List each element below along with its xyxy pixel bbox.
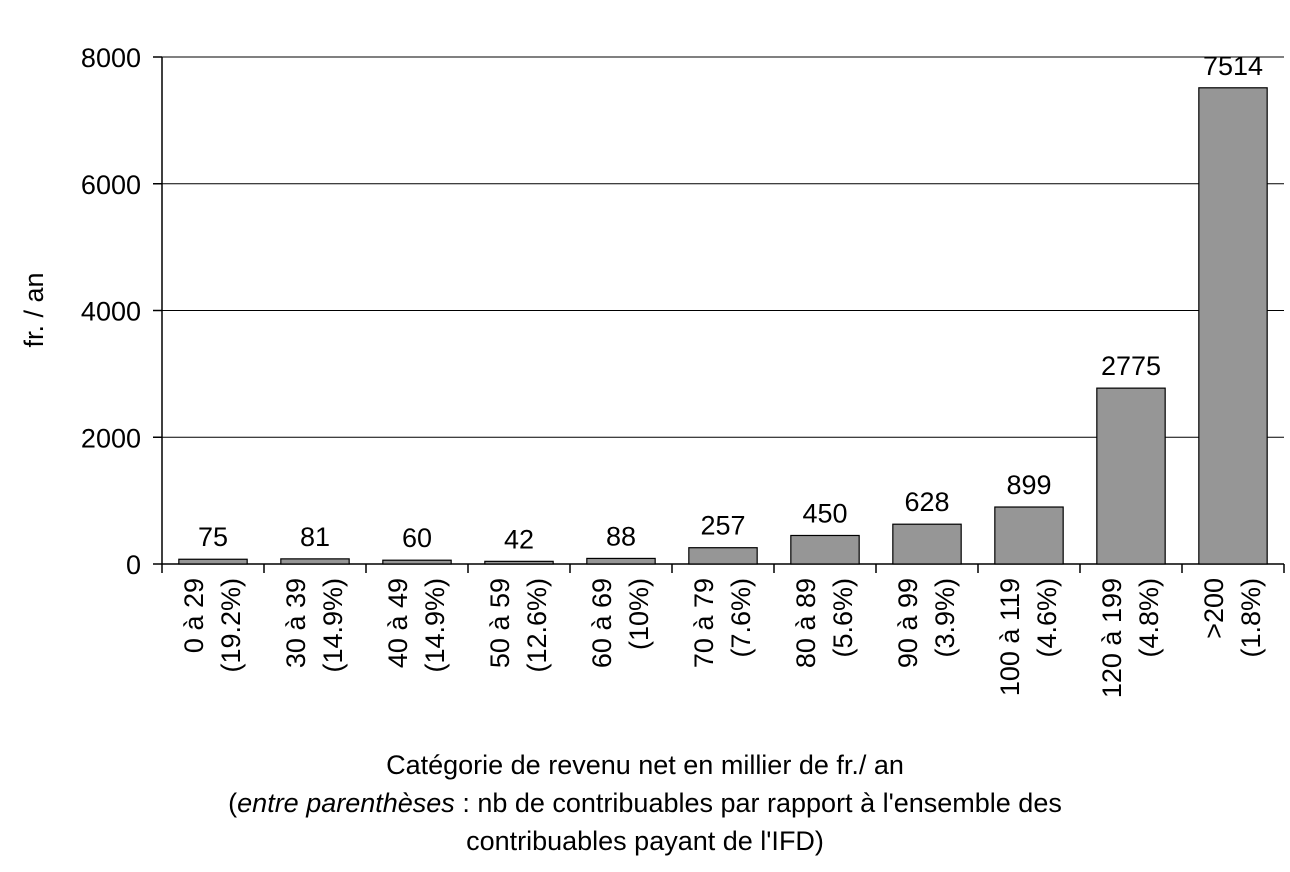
x-tick-label-share: (5.6%) [828, 578, 858, 658]
x-tick-label-share: (7.6%) [726, 578, 756, 658]
x-axis-title-rest: : nb de contribuables par rapport à l'en… [454, 788, 1062, 818]
x-tick-label: 0 à 29 [179, 578, 209, 653]
x-tick-label-share: (12.6%) [522, 578, 552, 673]
data-label: 81 [300, 522, 330, 552]
x-axis-title-line-3: contribuables payant de l'IFD) [466, 826, 824, 856]
x-tick-label-share: (10%) [624, 578, 654, 650]
x-axis-title: Catégorie de revenu net en millier de fr… [0, 746, 1290, 860]
x-axis-title-line-2: (entre parenthèses : nb de contribuables… [0, 784, 1290, 822]
x-tick-label-share: (14.9%) [420, 578, 450, 673]
data-label: 899 [1006, 470, 1051, 500]
bar [1198, 87, 1268, 565]
x-tick-label-share: (4.6%) [1032, 578, 1062, 658]
data-label: 257 [700, 511, 745, 541]
x-axis-title-line-1: Catégorie de revenu net en millier de fr… [386, 750, 904, 780]
y-tick-label: 0 [126, 550, 141, 580]
x-tick-label: 80 à 89 [791, 578, 821, 668]
y-tick-label: 8000 [81, 43, 141, 73]
x-tick-label-share: (14.9%) [318, 578, 348, 673]
x-tick-label: 120 à 199 [1097, 578, 1127, 698]
data-label: 450 [802, 498, 847, 528]
bar [1096, 387, 1166, 565]
y-tick-label: 6000 [81, 170, 141, 200]
x-tick-label-share: (19.2%) [216, 578, 246, 673]
bar [280, 558, 350, 565]
x-tick-label: 70 à 79 [689, 578, 719, 668]
bar [178, 558, 248, 565]
x-tick-label: 40 à 49 [383, 578, 413, 668]
x-tick-label: 30 à 39 [281, 578, 311, 668]
y-axis-title: fr. / an [19, 272, 49, 347]
x-tick-label-share: (4.8%) [1134, 578, 1164, 658]
data-label: 75 [198, 522, 228, 552]
bar [790, 534, 860, 565]
x-tick-label-share: (1.8%) [1236, 578, 1266, 658]
bar [586, 557, 656, 565]
bar [484, 560, 554, 565]
bar [382, 559, 452, 565]
x-tick-label: 60 à 69 [587, 578, 617, 668]
y-tick-label: 2000 [81, 423, 141, 453]
x-tick-label: 50 à 59 [485, 578, 515, 668]
x-tick-label: 100 à 119 [995, 578, 1025, 696]
data-label: 42 [504, 524, 534, 554]
data-label: 60 [402, 523, 432, 553]
data-label: 88 [606, 521, 636, 551]
x-tick-label: 90 à 99 [893, 578, 923, 668]
bar [892, 523, 962, 565]
x-axis-title-italic: entre parenthèses [237, 788, 455, 818]
x-tick-label: >200 [1199, 578, 1229, 639]
data-label: 2775 [1101, 351, 1161, 381]
data-label: 628 [904, 487, 949, 517]
bar [688, 547, 758, 565]
data-label: 7514 [1203, 51, 1263, 81]
bar [994, 506, 1064, 565]
y-tick-label: 4000 [81, 297, 141, 327]
x-tick-label-share: (3.9%) [930, 578, 960, 658]
x-axis-title-paren: ( [228, 788, 238, 818]
